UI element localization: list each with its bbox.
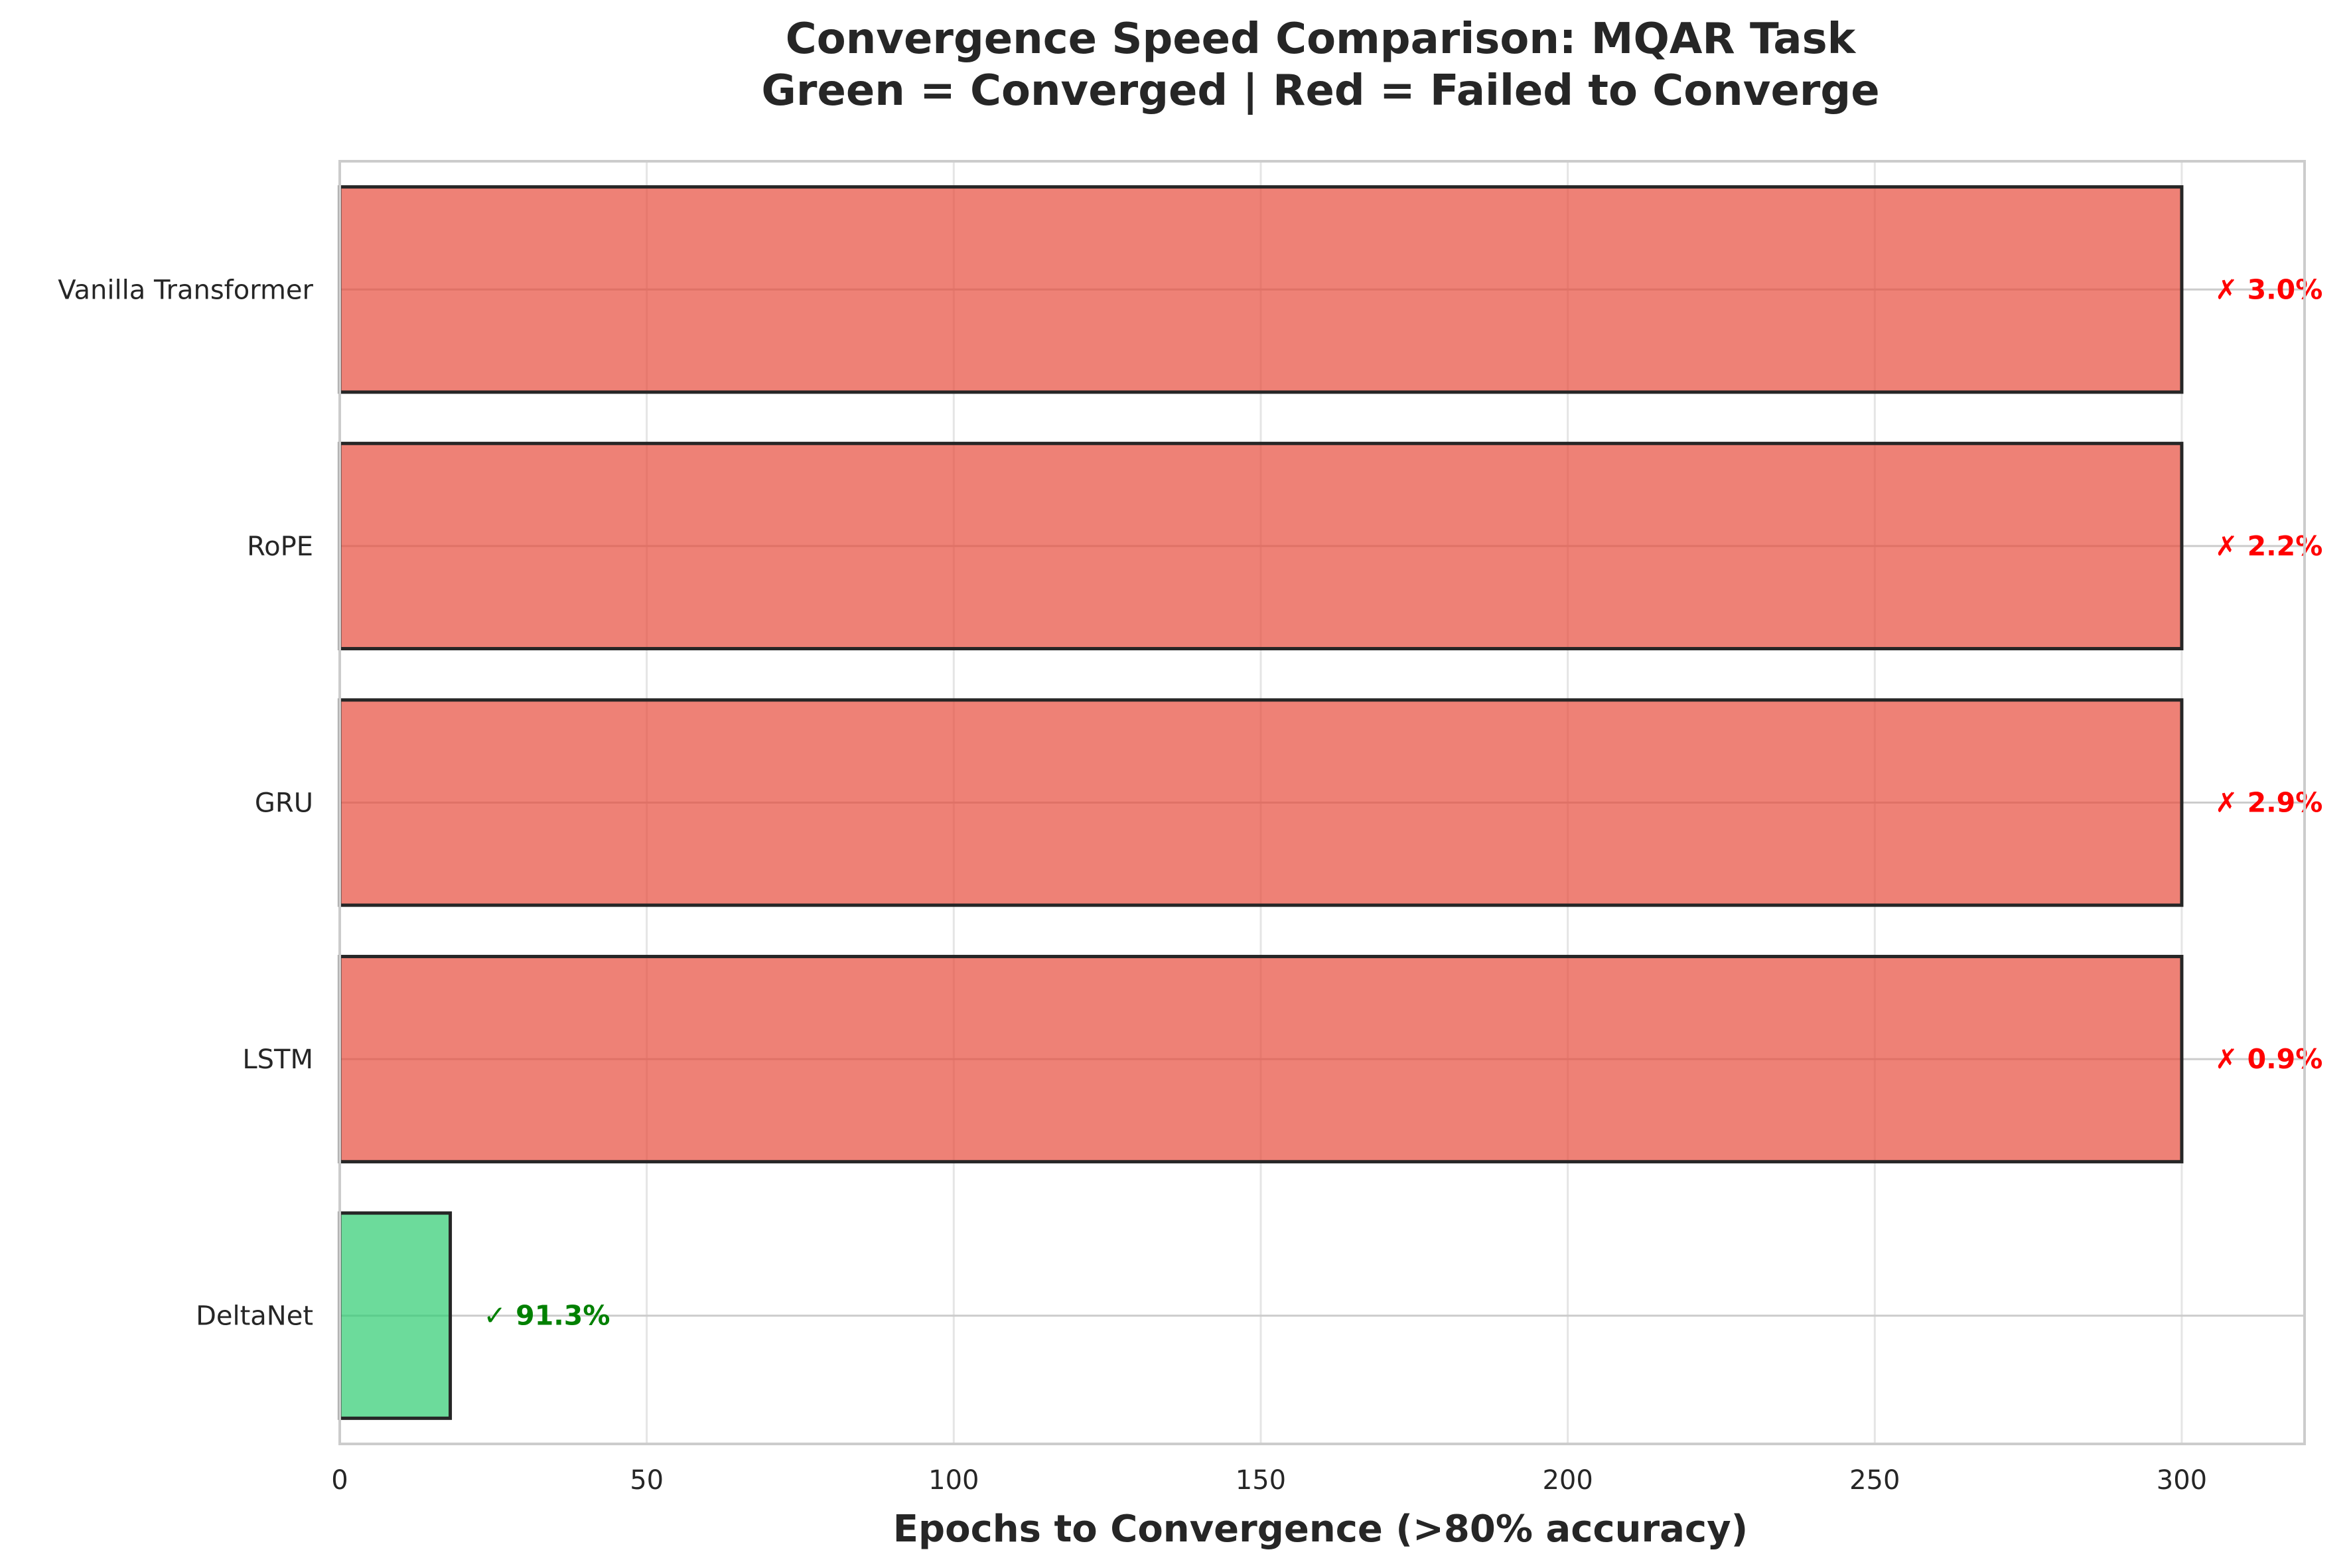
category-label: Vanilla Transformer <box>58 275 313 305</box>
x-tick-labels: 0 50 100 150 200 250 300 <box>331 1465 2207 1496</box>
bar-vanilla-transformer <box>338 185 2184 394</box>
category-label: LSTM <box>242 1044 313 1075</box>
bar-value-label: ✗ 2.2% <box>2215 530 2322 562</box>
category-label: DeltaNet <box>196 1301 313 1332</box>
x-tick-label: 300 <box>2157 1465 2207 1496</box>
bar-lstm <box>338 954 2184 1164</box>
bar-value-label: ✗ 2.9% <box>2215 787 2322 819</box>
x-tick-label: 50 <box>630 1465 664 1496</box>
category-labels: Vanilla Transformer RoPE GRU LSTM DeltaNet <box>58 275 313 1331</box>
x-tick-label: 100 <box>928 1465 979 1496</box>
bar-deltanet <box>338 1211 453 1420</box>
bar-rope <box>338 441 2184 651</box>
x-axis-label: Epochs to Convergence (>80% accuracy) <box>893 1508 1748 1551</box>
bar-value-label: ✗ 3.0% <box>2215 273 2322 305</box>
chart-title-line-1: Convergence Speed Comparison: MQAR Task <box>786 15 1857 64</box>
category-label: RoPE <box>247 532 313 562</box>
x-tick-label: 250 <box>1849 1465 1900 1496</box>
bars <box>338 185 2184 1420</box>
bar-value-label: ✗ 0.9% <box>2215 1043 2322 1075</box>
plot-frame <box>338 160 2306 1445</box>
chart-title-line-2: Green = Converged | Red = Failed to Conv… <box>761 66 1879 115</box>
category-label: GRU <box>255 788 313 819</box>
x-tick-label: 0 <box>331 1465 348 1496</box>
x-tick-label: 150 <box>1236 1465 1286 1496</box>
x-tick-label: 200 <box>1542 1465 1593 1496</box>
bar-gru <box>338 698 2184 907</box>
bar-value-label: ✓ 91.3% <box>484 1300 610 1332</box>
